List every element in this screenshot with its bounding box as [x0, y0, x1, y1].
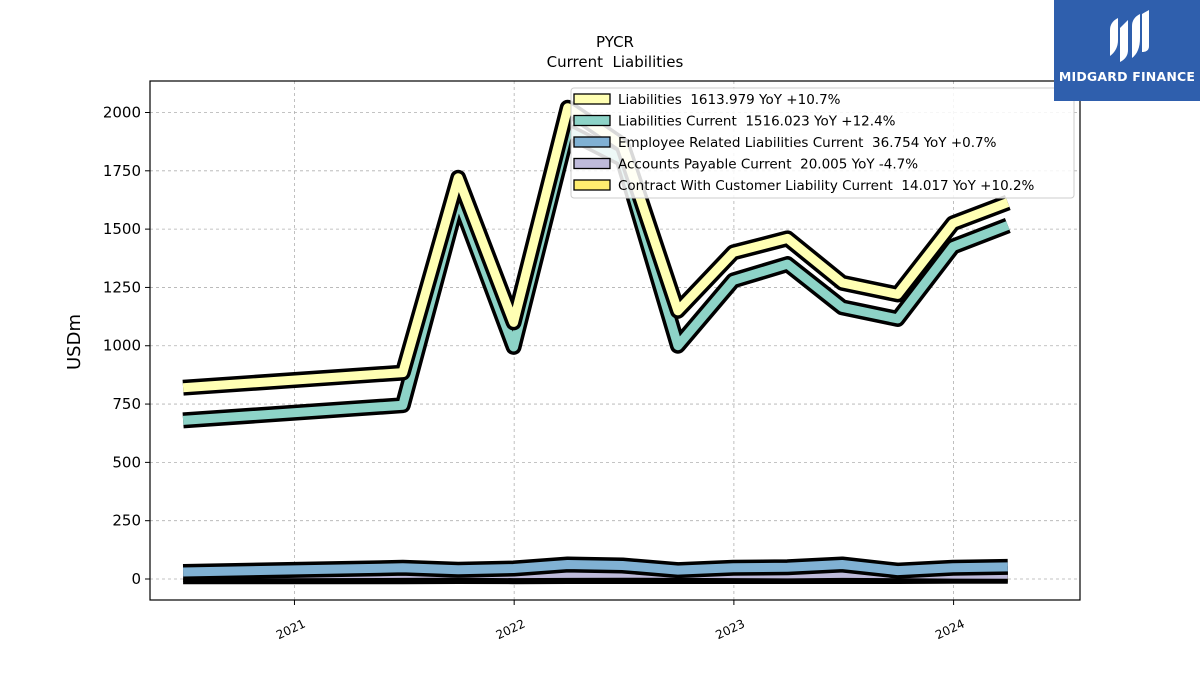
- brand-name: MIDGARD FINANCE: [1058, 69, 1196, 84]
- legend-label: Accounts Payable Current 20.005 YoY -4.7…: [618, 157, 918, 173]
- legend-swatch: [573, 114, 611, 127]
- y-tick-label: 1750: [103, 162, 141, 180]
- y-axis-label: USDm: [64, 314, 85, 370]
- y-tick-label: 750: [112, 395, 141, 413]
- y-tick-label: 250: [112, 512, 141, 530]
- y-tick-label: 1500: [103, 220, 141, 238]
- legend-swatch: [573, 157, 611, 170]
- brand-logo: MIDGARD FINANCE: [1054, 0, 1200, 101]
- legend-swatch: [573, 93, 611, 105]
- series-layer: [182, 99, 1011, 585]
- series-liabilities: [182, 99, 1011, 396]
- x-tick-label: 2021: [274, 617, 308, 643]
- y-tick-label: 2000: [103, 103, 141, 121]
- series-line: [183, 560, 1008, 577]
- legend-label: Employee Related Liabilities Current 36.…: [618, 135, 997, 151]
- legend-swatch: [573, 179, 611, 191]
- x-tick-label: 2023: [713, 617, 747, 643]
- x-tick-label: 2022: [494, 617, 528, 643]
- legend-label: Contract With Customer Liability Current…: [618, 178, 1035, 194]
- chart-title: PYCR: [596, 33, 634, 51]
- chart-subtitle: Current Liabilities: [547, 53, 684, 71]
- legend-label: Liabilities Current 1516.023 YoY +12.4%: [618, 114, 896, 130]
- legend-box: [570, 87, 1075, 199]
- legend: Liabilities 1613.979 YoY +10.7% Liabiliti…: [570, 87, 1075, 199]
- series-employee-related-liabilities-current: [182, 556, 1008, 580]
- y-tick-label: 1000: [103, 337, 141, 355]
- y-tick-label: 500: [112, 453, 141, 471]
- legend-label: Liabilities 1613.979 YoY +10.7%: [618, 92, 841, 108]
- brand-mark-icon: [1110, 10, 1149, 62]
- plot-frame: [149, 80, 1081, 601]
- legend-swatch: [573, 136, 611, 148]
- y-tick-label: 1250: [103, 278, 141, 296]
- y-tick-label: 0: [131, 570, 141, 588]
- x-tick-label: 2024: [933, 617, 967, 643]
- series-line: [182, 103, 1010, 393]
